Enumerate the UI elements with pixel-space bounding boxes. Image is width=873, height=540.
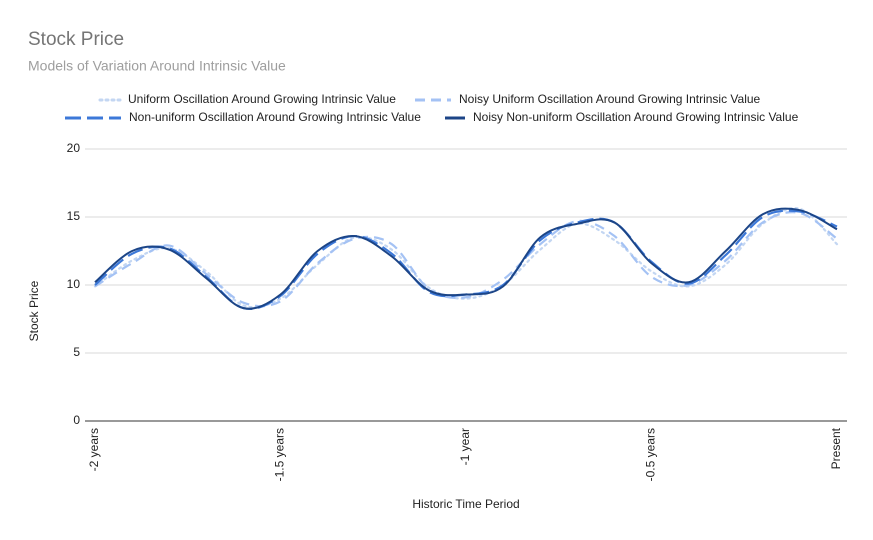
series-line bbox=[94, 207, 838, 310]
y-tick-label: 15 bbox=[67, 209, 81, 223]
y-axis-label: Stock Price bbox=[27, 280, 41, 341]
x-tick-label: -0.5 years bbox=[644, 428, 658, 481]
chart-subtitle: Models of Variation Around Intrinsic Val… bbox=[28, 58, 286, 74]
legend-label: Uniform Oscillation Around Growing Intri… bbox=[128, 92, 396, 106]
x-axis-label: Historic Time Period bbox=[412, 497, 519, 511]
legend-label: Non-uniform Oscillation Around Growing I… bbox=[129, 110, 421, 124]
x-tick-label: Present bbox=[829, 427, 843, 469]
y-tick-label: 20 bbox=[67, 141, 81, 155]
y-tick-label: 5 bbox=[73, 345, 80, 359]
y-tick-label: 0 bbox=[73, 413, 80, 427]
chart-title: Stock Price bbox=[28, 29, 124, 50]
y-tick-label: 10 bbox=[67, 277, 81, 291]
legend-label: Noisy Uniform Oscillation Around Growing… bbox=[459, 92, 761, 106]
series-line bbox=[94, 211, 838, 308]
series-line bbox=[93, 207, 839, 309]
x-tick-label: -1.5 years bbox=[273, 428, 287, 481]
legend-label: Noisy Non-uniform Oscillation Around Gro… bbox=[473, 110, 799, 124]
x-tick-label: -2 years bbox=[87, 428, 101, 471]
x-tick-label: -1 year bbox=[458, 428, 472, 465]
